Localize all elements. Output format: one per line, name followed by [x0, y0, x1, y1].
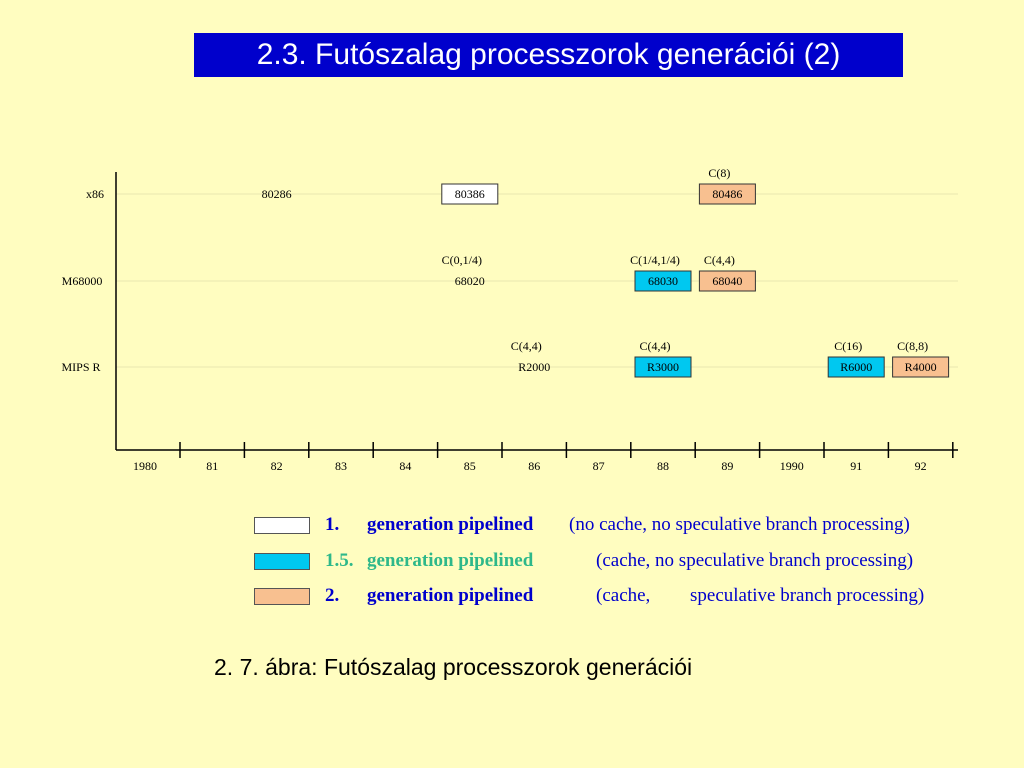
processor-box-80386 [441, 183, 499, 205]
cache-label-R2000: C(4,4) [511, 339, 542, 353]
x-axis-tick-label: 89 [721, 459, 733, 473]
processor-label-80486: 80486 [712, 187, 742, 201]
legend-label-gen15: generation pipelined [367, 550, 534, 571]
x-axis-tick-label: 84 [399, 459, 411, 473]
x-axis-tick-label: 85 [464, 459, 476, 473]
legend-label-gen2: generation pipelined [367, 585, 534, 606]
legend-number-gen2: 2. [325, 585, 340, 606]
row-label: M68000 [62, 274, 103, 288]
processor-label-R2000: R2000 [518, 360, 550, 374]
slide-title: 2.3. Futószalag processzorok generációi … [194, 33, 903, 77]
legend-note-gen15: (cache, no speculative branch processing… [596, 550, 914, 571]
processor-label-68030: 68030 [648, 274, 678, 288]
processor-box-68040 [698, 270, 756, 292]
x-axis-tick-label: 92 [915, 459, 927, 473]
processor-box-R3000 [634, 356, 692, 378]
processor-label-80286: 80286 [262, 187, 292, 201]
cache-label-R4000: C(8,8) [897, 339, 928, 353]
row-label: x86 [86, 187, 104, 201]
x-axis-tick-label: 1990 [780, 459, 804, 473]
legend-number-gen15: 1.5. [325, 550, 354, 571]
x-axis-tick-label: 1980 [133, 459, 157, 473]
legend-label-gen1: generation pipelined [367, 514, 534, 535]
legend-swatch-gen15 [254, 553, 310, 570]
cache-label-68030: C(1/4,1/4) [630, 253, 680, 267]
x-axis-tick-label: 91 [850, 459, 862, 473]
legend-swatch-gen2 [254, 588, 310, 605]
x-axis-tick-label: 86 [528, 459, 540, 473]
processor-timeline-diagram: 1980 81 82 83 84 85 86 87 88 89 1990 91 92 x86 M68000 M… [61, 166, 958, 473]
figure-caption: 2. 7. ábra: Futószalag processzorok gene… [214, 654, 693, 680]
processor-label-R6000: R6000 [840, 360, 872, 374]
cache-label-R6000: C(16) [834, 339, 862, 353]
x-axis-tick-label: 87 [593, 459, 605, 473]
legend-swatch-gen1 [254, 517, 310, 534]
processor-label-80386: 80386 [455, 187, 485, 201]
x-axis-tick-label: 83 [335, 459, 347, 473]
legend-note-gen1: (no cache, no speculative branch process… [569, 514, 910, 535]
processor-label-R3000: R3000 [647, 360, 679, 374]
cache-label-80486: C(8) [708, 166, 730, 180]
processor-box-80486 [698, 183, 756, 205]
processor-label-68020: 68020 [455, 274, 485, 288]
legend-note-gen2-b: speculative branch processing) [690, 585, 925, 606]
processor-label-68040: 68040 [712, 274, 742, 288]
x-axis-tick-label: 81 [206, 459, 218, 473]
cache-label-68040: C(4,4) [704, 253, 735, 267]
x-axis-tick-label: 82 [271, 459, 283, 473]
processor-label-R4000: R4000 [905, 360, 937, 374]
row-label: MIPS R [61, 360, 100, 374]
legend-number-gen1: 1. [325, 514, 340, 535]
processor-box-68030 [634, 270, 692, 292]
x-axis-tick-label: 88 [657, 459, 669, 473]
cache-label-68020: C(0,1/4) [442, 253, 482, 267]
processor-box-R6000 [827, 356, 885, 378]
processor-box-R4000 [892, 356, 950, 378]
cache-label-R3000: C(4,4) [640, 339, 671, 353]
legend-note-gen2-a: (cache, [596, 585, 651, 606]
